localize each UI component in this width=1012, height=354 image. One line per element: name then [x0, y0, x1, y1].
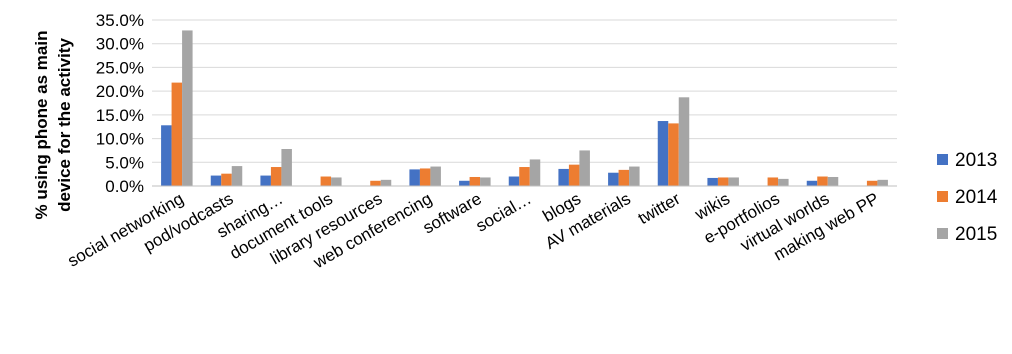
- bar-2013-2: [260, 175, 271, 186]
- bar-2015-7: [529, 159, 541, 186]
- bar-2013-10: [657, 121, 669, 186]
- bar-2014-10: [668, 123, 679, 186]
- bar-2015-1: [231, 166, 243, 186]
- bar-2015-10: [678, 97, 690, 186]
- y-tick-label: 15.0%: [96, 106, 144, 125]
- bar-2013-13: [806, 180, 818, 186]
- bar-2014-13: [817, 176, 828, 186]
- bar-2014-2: [270, 167, 282, 186]
- bar-2015-13: [827, 176, 839, 186]
- legend-label: 2014: [955, 187, 998, 208]
- category-label: social…: [473, 189, 535, 236]
- bar-2014-9: [618, 169, 630, 186]
- y-tick-label: 35.0%: [96, 11, 144, 30]
- legend-swatch-2014: [937, 191, 948, 202]
- bar-2015-2: [281, 149, 292, 186]
- bar-2013-5: [409, 169, 420, 186]
- category-labels: social networkingpod/vodcastssharing…doc…: [64, 189, 882, 273]
- y-axis-ticks: 0.0% 5.0% 10.0% 15.0% 20.0% 25.0% 30.0% 35.0%: [96, 11, 144, 196]
- y-tick-label: 20.0%: [96, 82, 144, 101]
- bar-2015-11: [728, 177, 739, 186]
- bar-2013-9: [608, 172, 619, 186]
- y-tick-label: 25.0%: [96, 58, 144, 77]
- y-tick-label: 5.0%: [105, 153, 144, 172]
- legend: 2013 2014 2015: [937, 150, 998, 245]
- bar-2013-1: [210, 175, 222, 186]
- bar-2014-14: [866, 180, 878, 186]
- y-tick-label: 0.0%: [105, 177, 144, 196]
- bar-2013-0: [161, 125, 172, 186]
- bar-2014-7: [519, 167, 530, 186]
- bar-2013-8: [558, 168, 569, 186]
- legend-swatch-2015: [937, 228, 948, 239]
- y-tick-label: 10.0%: [96, 130, 144, 149]
- bar-2014-6: [469, 176, 481, 186]
- bar-2014-12: [767, 177, 779, 186]
- bar-2015-3: [331, 177, 342, 186]
- bars: [161, 30, 888, 187]
- y-tick-label: 30.0%: [96, 35, 144, 54]
- bar-2014-5: [419, 168, 431, 186]
- bar-2014-1: [221, 173, 232, 186]
- legend-label: 2013: [955, 150, 997, 171]
- bar-2013-7: [508, 176, 520, 186]
- category-label: twitter: [635, 189, 684, 228]
- bar-2014-3: [320, 176, 332, 186]
- bar-2015-12: [778, 178, 789, 186]
- gridlines: [152, 19, 897, 163]
- bar-2015-9: [629, 166, 640, 186]
- legend-label: 2015: [955, 224, 997, 245]
- y-axis-label-line-1: % using phone as main: [32, 31, 51, 220]
- bar-2014-0: [171, 82, 183, 186]
- bar-2015-6: [480, 177, 491, 186]
- bar-2015-4: [380, 179, 392, 186]
- bar-2013-6: [459, 180, 470, 186]
- bar-2015-5: [430, 166, 441, 186]
- bar-2014-4: [370, 180, 381, 186]
- bar-2014-11: [717, 177, 729, 186]
- legend-swatch-2013: [937, 154, 948, 165]
- bar-2015-8: [579, 150, 590, 186]
- bar-2014-8: [568, 164, 580, 186]
- bar-2015-0: [182, 30, 193, 187]
- bar-2015-14: [877, 179, 888, 186]
- y-axis-label-line-2: device for the activity: [55, 38, 74, 212]
- y-axis-label: % using phone as main device for the act…: [32, 31, 74, 220]
- bar-2013-11: [707, 177, 718, 186]
